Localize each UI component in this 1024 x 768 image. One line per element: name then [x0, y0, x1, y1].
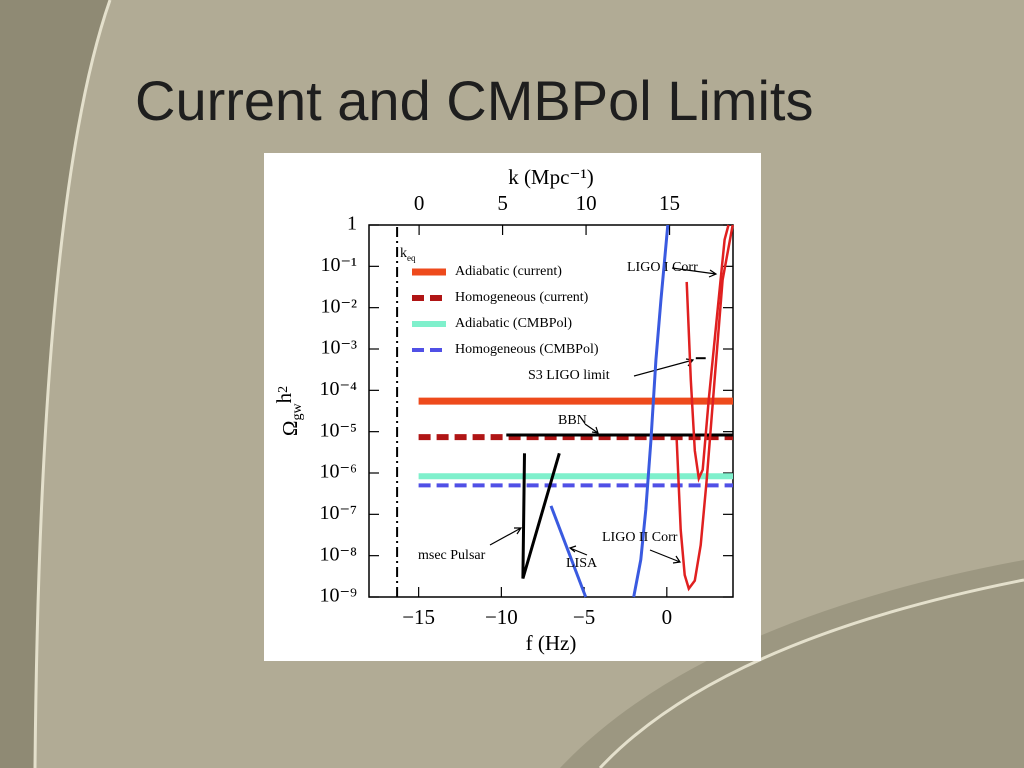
- series-line: [675, 224, 734, 592]
- annotation-text: LIGO II Corr: [602, 530, 678, 545]
- legend-label: Homogeneous (CMBPol): [455, 342, 599, 357]
- y-tick-label: 10⁻³: [320, 337, 357, 359]
- curve-line: [598, 578, 1024, 768]
- y-tick-label: 10⁻¹: [320, 254, 357, 276]
- x-tick-label: −15: [402, 605, 435, 629]
- annotation: S3 LIGO limit: [528, 368, 610, 383]
- y-axis-label-part: 2: [276, 386, 291, 393]
- curve-line: [33, 0, 112, 768]
- chart-image: [264, 153, 761, 661]
- annotation: LISA: [566, 556, 598, 571]
- y-axis-label-part: Ω: [278, 421, 302, 437]
- annotation-text: LISA: [566, 556, 598, 571]
- x2-tick-label: 15: [659, 191, 680, 215]
- y-axis-label: Ωgwh2: [272, 386, 305, 436]
- left-band: [0, 0, 110, 768]
- y-axis-label-part: h: [272, 392, 296, 403]
- x2-tick-label: 0: [414, 191, 425, 215]
- x-axis-label: f (Hz): [526, 631, 577, 655]
- annotation-sub: eq: [407, 253, 416, 263]
- x-tick-label: 0: [662, 605, 673, 629]
- annotation-text: BBN: [558, 413, 587, 428]
- annotation-arrows: [489, 267, 718, 564]
- plot-frame: [368, 224, 734, 598]
- arrow: [671, 267, 718, 278]
- arrow: [489, 527, 523, 546]
- series-line: [521, 452, 561, 579]
- annotation: msec Pulsar: [418, 548, 486, 563]
- annotation: LIGO II Corr: [602, 530, 678, 545]
- series-line: [632, 224, 670, 598]
- legend-label: Adiabatic (current): [455, 264, 562, 279]
- legend-label: Homogeneous (current): [455, 290, 589, 305]
- y-axis-label-part: gw: [290, 403, 305, 421]
- y-tick-label: 10⁻⁶: [319, 461, 357, 483]
- slide-title: Current and CMBPol Limits: [135, 69, 813, 132]
- y-tick-label: 10⁻⁸: [319, 543, 357, 565]
- y-tick-label: 10⁻²: [320, 295, 357, 317]
- annotation-text: S3 LIGO limit: [528, 368, 610, 383]
- x-tick-label: −10: [485, 605, 518, 629]
- annotation-text: k: [400, 246, 407, 261]
- y-tick-label: 1: [347, 213, 357, 235]
- x2-tick-label: 10: [576, 191, 597, 215]
- y-tick-label: 10⁻⁷: [319, 502, 357, 524]
- annotation: keq: [400, 246, 416, 263]
- bottom-band: [560, 560, 1024, 768]
- x-tick-label: −5: [573, 605, 595, 629]
- annotation-text: msec Pulsar: [418, 548, 486, 563]
- arrow: [568, 545, 588, 556]
- y-tick-label: 10⁻⁵: [319, 419, 357, 441]
- series-line: [685, 224, 730, 483]
- arrow: [584, 423, 599, 434]
- x2-tick-label: 5: [497, 191, 508, 215]
- y-tick-label: 10⁻⁴: [319, 378, 357, 400]
- arrow: [649, 549, 682, 564]
- y-tick-label: 10⁻⁹: [319, 585, 357, 607]
- series-line: [549, 505, 588, 598]
- annotation: LIGO I Corr: [627, 260, 698, 275]
- x2-axis-label: k (Mpc⁻¹): [508, 165, 594, 189]
- annotation: BBN: [558, 413, 587, 428]
- legend-label: Adiabatic (CMBPol): [455, 316, 572, 331]
- annotation-text: LIGO I Corr: [627, 260, 698, 275]
